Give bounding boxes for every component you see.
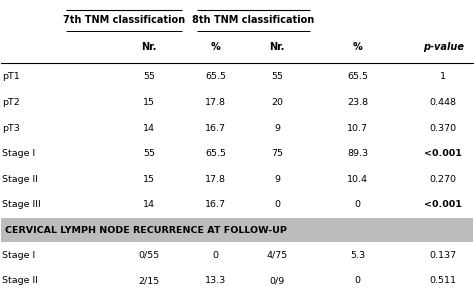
Text: 2/15: 2/15 — [139, 276, 160, 285]
Text: p-value: p-value — [423, 42, 464, 52]
Text: 0.270: 0.270 — [430, 175, 456, 184]
Text: 16.7: 16.7 — [205, 124, 226, 132]
Text: 10.7: 10.7 — [347, 124, 368, 132]
Text: 0: 0 — [274, 200, 280, 209]
Text: 7th TNM classification: 7th TNM classification — [64, 15, 185, 25]
Text: CERVICAL LYMPH NODE RECURRENCE AT FOLLOW-UP: CERVICAL LYMPH NODE RECURRENCE AT FOLLOW… — [5, 226, 287, 235]
Text: 17.8: 17.8 — [205, 175, 226, 184]
Text: 1: 1 — [440, 72, 446, 81]
Text: 75: 75 — [271, 149, 283, 158]
Text: 17.8: 17.8 — [205, 98, 226, 107]
Text: pT2: pT2 — [2, 98, 20, 107]
Text: <0.001: <0.001 — [424, 200, 462, 209]
Text: Stage I: Stage I — [2, 149, 36, 158]
Text: 20: 20 — [271, 98, 283, 107]
Text: 8th TNM classification: 8th TNM classification — [192, 15, 315, 25]
Text: 5.3: 5.3 — [350, 251, 365, 260]
Text: 65.5: 65.5 — [205, 149, 226, 158]
Text: 55: 55 — [271, 72, 283, 81]
Text: 0/9: 0/9 — [270, 276, 285, 285]
Text: Stage III: Stage III — [2, 200, 41, 209]
Text: 15: 15 — [143, 175, 155, 184]
Text: Stage II: Stage II — [2, 276, 38, 285]
Text: %: % — [211, 42, 220, 52]
Text: 0/55: 0/55 — [139, 251, 160, 260]
Text: 10.4: 10.4 — [347, 175, 368, 184]
Text: 65.5: 65.5 — [205, 72, 226, 81]
Text: Nr.: Nr. — [142, 42, 157, 52]
Text: 0.137: 0.137 — [429, 251, 457, 260]
Text: 9: 9 — [274, 124, 280, 132]
Text: 14: 14 — [143, 124, 155, 132]
Text: Stage I: Stage I — [2, 251, 36, 260]
Text: 65.5: 65.5 — [347, 72, 368, 81]
Text: 9: 9 — [274, 175, 280, 184]
Text: pT1: pT1 — [2, 72, 20, 81]
Text: 14: 14 — [143, 200, 155, 209]
Text: 0.511: 0.511 — [430, 276, 456, 285]
Text: 0.448: 0.448 — [430, 98, 456, 107]
Text: 0: 0 — [213, 251, 219, 260]
Text: 13.3: 13.3 — [205, 276, 226, 285]
Text: 4/75: 4/75 — [267, 251, 288, 260]
Text: 0: 0 — [355, 276, 361, 285]
Text: 15: 15 — [143, 98, 155, 107]
Text: 89.3: 89.3 — [347, 149, 368, 158]
Text: Stage II: Stage II — [2, 175, 38, 184]
Bar — [1, 218, 473, 242]
Text: 23.8: 23.8 — [347, 98, 368, 107]
Text: 16.7: 16.7 — [205, 200, 226, 209]
Text: <0.001: <0.001 — [424, 149, 462, 158]
Text: 55: 55 — [143, 149, 155, 158]
Text: pT3: pT3 — [2, 124, 20, 132]
Text: %: % — [353, 42, 363, 52]
Text: 0.370: 0.370 — [429, 124, 457, 132]
Text: 55: 55 — [143, 72, 155, 81]
Text: Nr.: Nr. — [270, 42, 285, 52]
Text: 0: 0 — [355, 200, 361, 209]
